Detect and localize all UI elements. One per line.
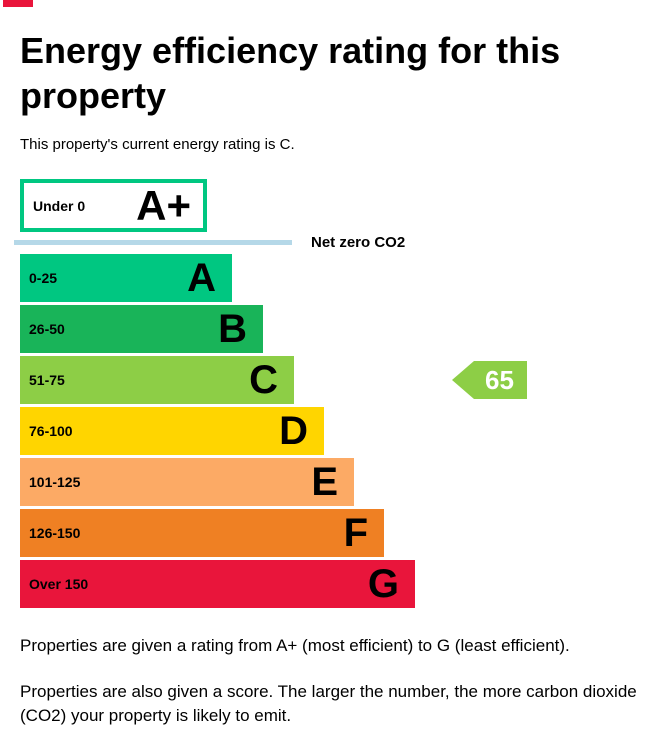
- band-letter: D: [279, 409, 308, 453]
- band-letter: A+: [136, 181, 191, 229]
- band-range-label: 126-150: [29, 525, 81, 541]
- band-bar: 0-25 A: [20, 254, 232, 302]
- band-bar: 126-150 F: [20, 509, 384, 557]
- band-range-label: 101-125: [29, 474, 81, 490]
- band-letter: A: [187, 256, 216, 300]
- net-zero-row: Net zero CO2: [14, 233, 647, 251]
- top-left-red-fragment: [3, 0, 33, 7]
- current-score-value: 65: [485, 365, 514, 395]
- page-title: Energy efficiency rating for this proper…: [20, 30, 561, 116]
- band-letter: B: [218, 307, 247, 351]
- band-bar: 51-75 C: [20, 356, 294, 404]
- band-bar: 101-125 E: [20, 458, 354, 506]
- band-row-g: Over 150 G: [20, 560, 647, 608]
- band-row-d: 76-100 D: [20, 407, 647, 455]
- band-bar: 76-100 D: [20, 407, 324, 455]
- band-row-c: 51-75 C 65: [20, 356, 647, 404]
- band-range-label: Over 150: [29, 576, 89, 592]
- band-row-aplus: Under 0 A+: [20, 179, 207, 232]
- band-row-e: 101-125 E: [20, 458, 647, 506]
- rating-explanation: Properties are given a rating from A+ (m…: [20, 636, 570, 655]
- band-row-a: 0-25 A: [20, 254, 647, 302]
- net-zero-line: [14, 239, 292, 245]
- band-letter: F: [343, 511, 368, 555]
- band-bar: 26-50 B: [20, 305, 263, 353]
- band-range-label: 26-50: [29, 321, 65, 337]
- current-rating-text: This property's current energy rating is…: [20, 136, 295, 153]
- energy-rating-chart: Under 0 A+ Net zero CO2 0-25 A 26-50 B 5…: [14, 179, 647, 608]
- band-row-b: 26-50 B: [20, 305, 647, 353]
- band-range-label: 76-100: [29, 423, 73, 439]
- band-letter: E: [311, 460, 338, 504]
- band-range-label: 51-75: [29, 372, 65, 388]
- band-letter: C: [249, 358, 278, 402]
- band-letter: G: [367, 562, 399, 606]
- band-range-label: 0-25: [29, 270, 58, 286]
- band-row-f: 126-150 F: [20, 509, 647, 557]
- score-explanation: Properties are also given a score. The l…: [20, 682, 637, 725]
- band-range-label: Under 0: [33, 197, 86, 214]
- current-score-indicator: 65: [452, 361, 527, 399]
- bands: 0-25 A 26-50 B 51-75 C 65 76-100 D 101-1…: [20, 254, 647, 608]
- band-bar: Over 150 G: [20, 560, 415, 608]
- net-zero-label: Net zero CO2: [311, 233, 406, 251]
